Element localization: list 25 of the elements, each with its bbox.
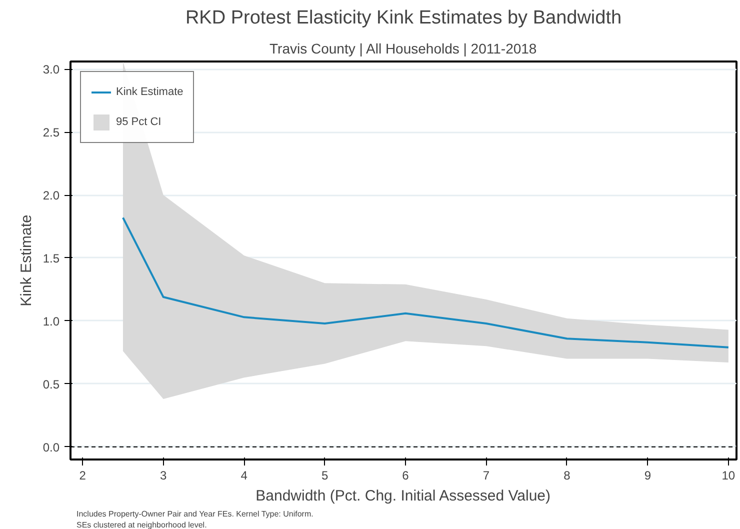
x-axis-title: Bandwidth (Pct. Chg. Initial Assessed Value) xyxy=(256,488,551,504)
line-series xyxy=(122,216,730,348)
y-axis-title: Kink Estimate xyxy=(18,214,35,306)
x-tick-label: 2 xyxy=(79,468,86,482)
x-tick-label: 9 xyxy=(644,468,652,482)
x-tick-label: 8 xyxy=(564,468,571,482)
text: SEs clustered at neighborhood level. xyxy=(76,520,207,529)
x-tick-label: 6 xyxy=(402,468,410,482)
y-tick-label: 0.0 xyxy=(42,440,60,454)
y-tick-label: 1.0 xyxy=(42,314,60,328)
legend-label: Kink Estimate xyxy=(116,86,184,98)
x-tick-label: 4 xyxy=(240,468,248,482)
chart-subtitle: Travis County | All Households | 2011-2018 xyxy=(270,40,537,56)
y-tick-label: 2.0 xyxy=(42,188,60,203)
chart-title: RKD Protest Elasticity Kink Estimates by Bandwidth xyxy=(185,8,622,28)
y-tick-label: 3.0 xyxy=(42,62,60,77)
x-tick-label: 7 xyxy=(482,468,490,482)
x-tick-label: 5 xyxy=(321,468,328,482)
x-tick-label: 3 xyxy=(160,468,167,482)
text: Includes Property-Owner Pair and Year FEs. Kernel Type: Uniform. xyxy=(76,510,314,518)
y-tick-label: 1.5 xyxy=(42,251,60,266)
y-tick-label: 0.5 xyxy=(42,377,60,392)
y-tick-label: 2.5 xyxy=(42,126,60,140)
legend-label: 95 Pct CI xyxy=(116,116,162,128)
x-tick-label: 10 xyxy=(722,468,736,482)
